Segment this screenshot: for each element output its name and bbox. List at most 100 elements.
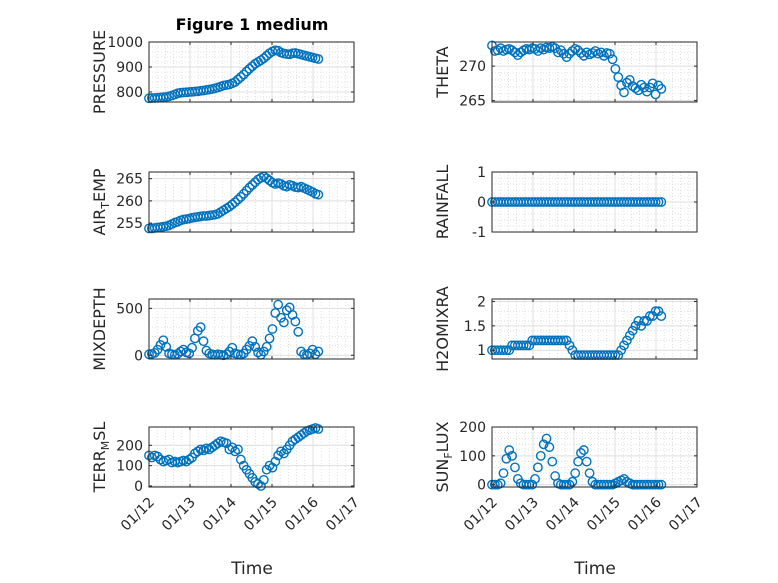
x-axis-label-left: Time xyxy=(230,559,273,579)
data-point xyxy=(313,54,324,64)
y-tick-label: 1 xyxy=(477,165,486,181)
data-point xyxy=(187,342,197,353)
y-tick-label: 0 xyxy=(134,479,143,495)
data-point xyxy=(570,468,581,479)
figure-title: Figure 1 medium xyxy=(176,15,329,34)
data-point xyxy=(192,446,203,457)
data-point xyxy=(247,336,258,347)
data-point xyxy=(247,179,258,190)
data-point xyxy=(636,320,647,331)
data-point xyxy=(613,72,624,83)
y-tick-label: 1.5 xyxy=(464,319,486,335)
data-point xyxy=(270,308,281,318)
data-point xyxy=(313,424,324,434)
y-tick-label: 800 xyxy=(116,85,143,101)
data-point xyxy=(498,468,509,479)
y-tick-label: 270 xyxy=(459,59,486,75)
data-point xyxy=(504,345,515,356)
data-point xyxy=(619,340,629,351)
x-axis-label-right: Time xyxy=(573,559,616,579)
axes-box xyxy=(148,171,355,233)
subplot-theta: 265 270 THETA xyxy=(433,40,698,110)
data-point xyxy=(607,54,618,65)
data-point xyxy=(244,182,255,193)
data-point xyxy=(653,197,664,207)
data-point xyxy=(235,191,246,202)
data-point xyxy=(624,75,635,85)
data-point xyxy=(538,439,549,450)
data-point xyxy=(616,345,627,356)
data-point xyxy=(653,306,664,317)
data-point xyxy=(238,188,249,199)
data-point xyxy=(233,444,243,455)
data-point xyxy=(235,72,246,82)
data-point xyxy=(149,348,160,358)
x-tick-label: 01/16 xyxy=(625,494,665,534)
data-point xyxy=(230,446,241,457)
subplot-mixdepth: 0 500 MIXDEPTH xyxy=(90,287,355,371)
data-point xyxy=(521,479,532,490)
data-point xyxy=(656,84,667,94)
y-tick-label: 100 xyxy=(116,459,143,475)
y-axis-label: AIRTEMP xyxy=(90,168,112,235)
data-point xyxy=(281,305,292,316)
data-point xyxy=(584,468,595,479)
data-point xyxy=(627,325,638,336)
y-tick-label: 500 xyxy=(116,301,143,317)
data-point xyxy=(533,46,543,56)
data-point xyxy=(518,340,529,351)
data-point xyxy=(299,428,309,438)
data-point xyxy=(656,311,667,321)
axes-box xyxy=(148,41,355,103)
data-point xyxy=(227,199,238,210)
data-point xyxy=(504,445,515,455)
y-axis-label: MIXDEPTH xyxy=(90,287,109,370)
data-point xyxy=(152,451,163,462)
x-tick-label: 01/12 xyxy=(461,495,501,535)
y-tick-label: 265 xyxy=(459,94,486,110)
x-tick-label: 01/17 xyxy=(666,495,706,535)
data-point xyxy=(561,335,572,346)
y-tick-label: 200 xyxy=(459,420,486,436)
data-point xyxy=(576,448,586,458)
data-point xyxy=(578,445,589,455)
data-point xyxy=(561,479,572,490)
x-tick-label: 01/16 xyxy=(282,494,322,534)
data-point xyxy=(567,476,578,487)
subplot-rainfall: -1 0 1 RAINFALL xyxy=(433,165,698,241)
data-point xyxy=(507,450,517,461)
y-tick-label: 255 xyxy=(116,216,143,232)
data-point xyxy=(621,335,632,346)
data-point xyxy=(501,453,512,464)
subplot-h2omixra: 1 1.5 2 H2OMIXRA xyxy=(433,286,698,372)
data-point xyxy=(241,185,252,196)
data-point xyxy=(642,316,652,326)
data-point xyxy=(564,340,575,351)
y-tick-label: 100 xyxy=(459,449,486,465)
data-point xyxy=(656,479,667,490)
y-tick-label: 0 xyxy=(477,195,486,211)
y-tick-label: 0 xyxy=(134,348,143,364)
data-point xyxy=(510,462,520,473)
x-tick-label: 01/15 xyxy=(241,495,281,535)
data-point xyxy=(489,479,500,490)
data-point xyxy=(630,320,641,331)
data-point xyxy=(541,433,552,444)
data-point xyxy=(258,474,269,485)
data-point xyxy=(558,479,569,490)
x-tick-label: 01/13 xyxy=(502,495,542,535)
data-point xyxy=(544,442,555,453)
y-tick-label: 900 xyxy=(116,60,143,76)
data-point xyxy=(650,479,661,490)
x-tick-label: 01/13 xyxy=(159,495,199,535)
data-point xyxy=(650,89,661,100)
data-point xyxy=(227,342,238,353)
y-axis-label: PRESSURE xyxy=(90,30,109,114)
data-point xyxy=(198,336,209,347)
data-point xyxy=(527,479,538,490)
y-tick-label: 265 xyxy=(116,172,143,188)
y-axis-label: H2OMIXRA xyxy=(433,286,452,372)
data-point xyxy=(553,47,563,58)
y-tick-label: 200 xyxy=(116,438,143,454)
data-point xyxy=(278,317,289,328)
